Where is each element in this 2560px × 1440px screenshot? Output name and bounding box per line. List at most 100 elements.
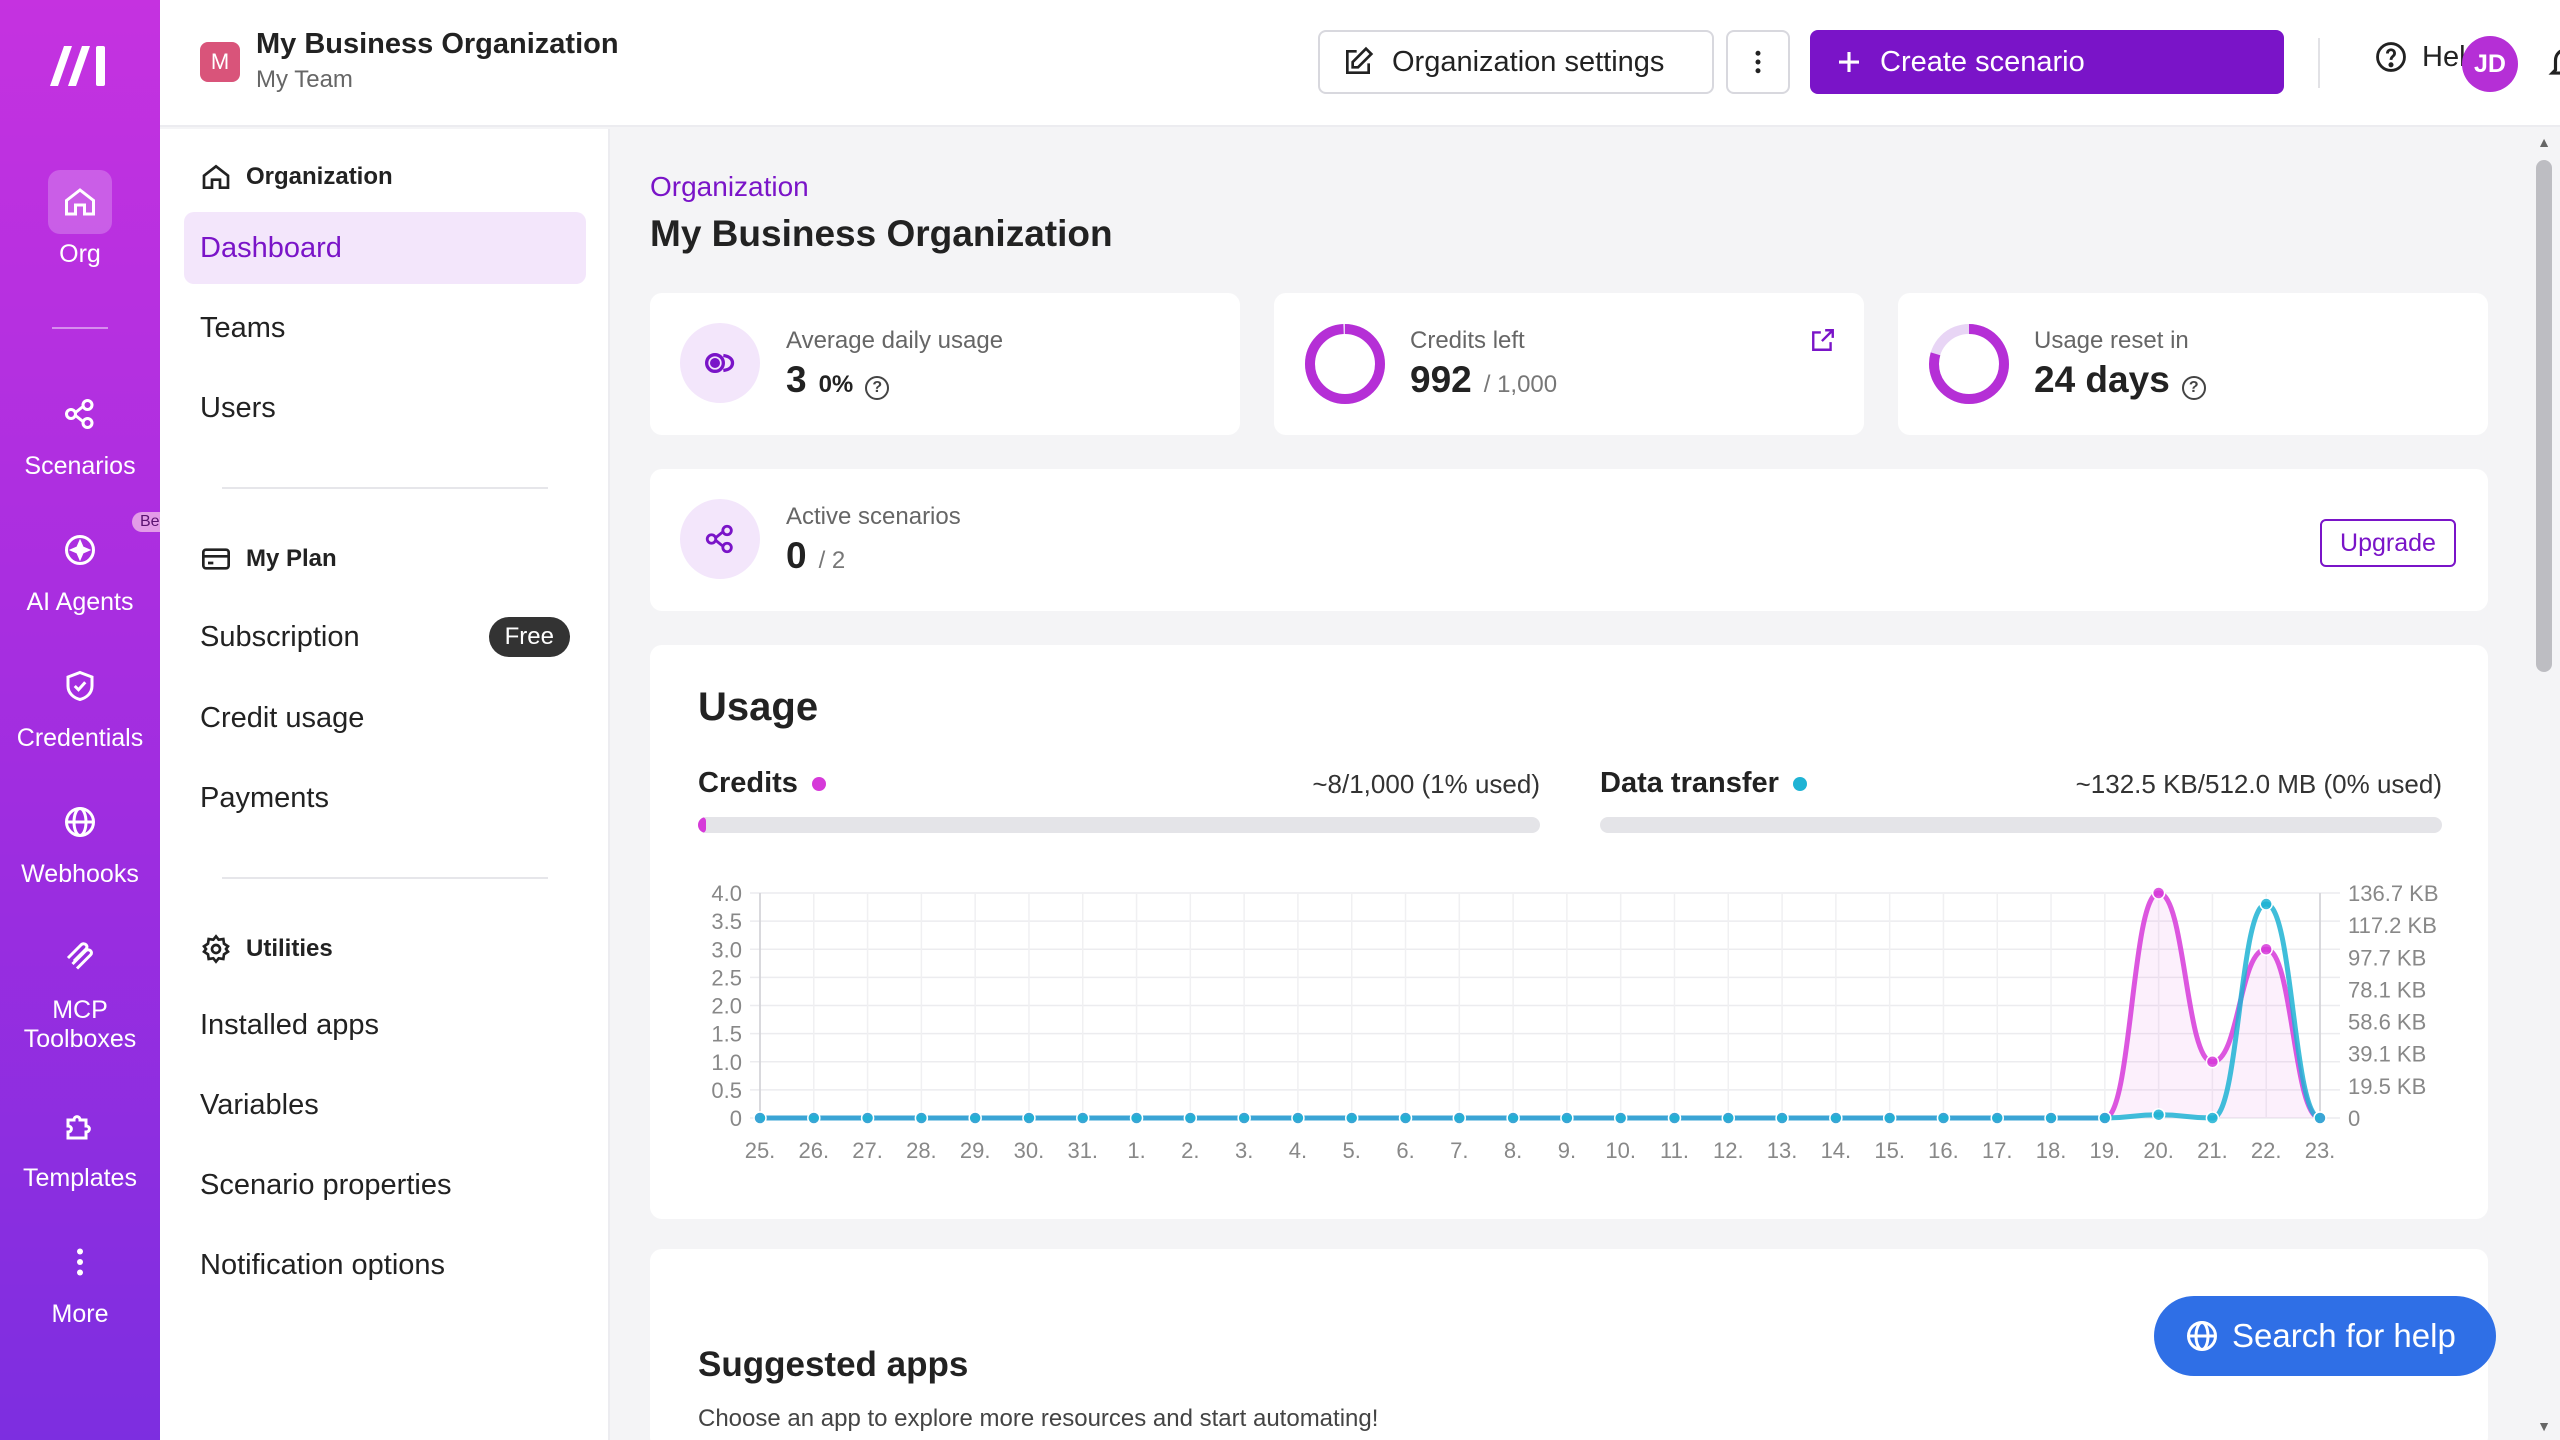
shield-icon	[66, 670, 94, 702]
chart-point-data-transfer	[1936, 1111, 1951, 1125]
user-avatar[interactable]: JD	[2462, 36, 2518, 92]
chart-area-credits	[760, 893, 2320, 1118]
scrollbar-thumb[interactable]	[2536, 160, 2552, 672]
chart-x-tick: 11.	[1660, 1138, 1689, 1163]
home-icon	[202, 164, 230, 189]
chart-x-tick: 3.	[1235, 1138, 1253, 1163]
reset-ring-icon	[1929, 324, 2009, 404]
organization-settings-button[interactable]: Organization settings	[1318, 30, 1714, 94]
upgrade-button[interactable]: Upgrade	[2320, 519, 2456, 567]
average-daily-usage-number: 3	[786, 359, 807, 400]
usage-card: Usage Credits ~8/1,000 (1% used) Data tr…	[650, 645, 2488, 1219]
nav-variables[interactable]: Variables	[200, 1088, 319, 1121]
active-scenarios-total: / 2	[818, 547, 846, 574]
info-icon[interactable]: ?	[865, 376, 890, 400]
chart-x-tick: 30.	[1014, 1138, 1045, 1163]
nav-installed-apps[interactable]: Installed apps	[200, 1008, 379, 1041]
rail-item-org[interactable]: Org	[0, 170, 160, 269]
gear-icon	[202, 934, 230, 964]
chart-point-data-transfer	[1291, 1111, 1305, 1125]
chart-x-tick: 21.	[2197, 1138, 2228, 1163]
scroll-down-arrow[interactable]: ▼	[2537, 1418, 2551, 1434]
nav-payments[interactable]: Payments	[200, 781, 329, 814]
chart-x-tick: 1.	[1127, 1138, 1145, 1163]
chart-x-tick: 7.	[1450, 1138, 1468, 1163]
chart-x-tick: 10.	[1605, 1138, 1636, 1163]
chart-point-credits	[2205, 1055, 2220, 1069]
chart-point-data-transfer	[2098, 1111, 2112, 1125]
external-link-icon[interactable]	[1810, 327, 1836, 353]
rail-label-credentials: Credentials	[16, 724, 144, 752]
nav-subscription[interactable]: Subscription Free	[184, 601, 586, 673]
chart-point-data-transfer	[1398, 1111, 1413, 1125]
chart-point-data-transfer	[1829, 1111, 1843, 1125]
chart-point-credits	[2151, 886, 2166, 900]
breadcrumb[interactable]: Organization	[650, 171, 809, 202]
nav-teams[interactable]: Teams	[200, 311, 286, 344]
rail-item-credentials[interactable]: Credentials	[0, 654, 160, 753]
nav-scenario-properties[interactable]: Scenario properties	[200, 1168, 452, 1201]
bell-icon[interactable]	[2546, 42, 2560, 82]
credits-meter-value: ~8/1,000 (1% used)	[1312, 769, 1540, 799]
share-icon	[705, 524, 733, 554]
chart-y-left-tick: 2.5	[711, 965, 742, 990]
usage-reset-card: Usage reset in 24 days ?	[1898, 293, 2488, 435]
scenarios-icon-wrap	[680, 499, 760, 579]
org-avatar[interactable]: M	[200, 42, 240, 82]
data-transfer-legend-dot	[1792, 776, 1807, 791]
more-options-button[interactable]	[1726, 30, 1790, 94]
nav-credit-usage[interactable]: Credit usage	[200, 701, 365, 734]
nav-notification-options[interactable]: Notification options	[200, 1248, 446, 1281]
chart-point-data-transfer	[2151, 1107, 2166, 1122]
nav-divider	[222, 877, 548, 879]
chart-point-data-transfer	[968, 1111, 982, 1125]
data-transfer-meter-value: ~132.5 KB/512.0 MB (0% used)	[2075, 769, 2442, 799]
chart-y-left-tick: 3.5	[711, 909, 742, 934]
org-name[interactable]: My Business Organization	[256, 28, 619, 60]
average-daily-usage-card: Average daily usage 3 0% ?	[650, 293, 1240, 435]
chart-x-tick: 14.	[1821, 1138, 1852, 1163]
chart-x-tick: 13.	[1767, 1138, 1798, 1163]
chart-point-data-transfer	[860, 1111, 875, 1125]
section-my-plan-title: My Plan	[246, 545, 337, 572]
chart-point-data-transfer	[2313, 1111, 2327, 1125]
section-utilities: Utilities	[200, 933, 333, 965]
team-name[interactable]: My Team	[256, 66, 353, 93]
kebab-icon	[77, 1248, 83, 1276]
rail-label-more: More	[51, 1300, 109, 1328]
chart-point-data-transfer	[1344, 1111, 1359, 1125]
credits-ring-icon	[1305, 324, 1385, 404]
rail-item-webhooks[interactable]: Webhooks	[0, 790, 160, 889]
chart-point-data-transfer	[1990, 1111, 2004, 1125]
data-transfer-meter-bar	[1600, 817, 2442, 833]
search-for-help-button[interactable]: Search for help	[2154, 1296, 2496, 1376]
section-utilities-title: Utilities	[246, 935, 333, 962]
chart-x-tick: 28.	[906, 1138, 937, 1163]
scroll-up-arrow[interactable]: ▲	[2537, 134, 2551, 150]
rail-item-more[interactable]: More	[0, 1230, 160, 1329]
make-logo-icon[interactable]	[46, 40, 114, 90]
usage-icon-wrap	[680, 323, 760, 403]
create-scenario-button[interactable]: Create scenario	[1810, 30, 2284, 94]
nav-dashboard[interactable]: Dashboard	[184, 212, 586, 284]
rail-item-ai-agents[interactable]: Beta AI Agents	[0, 512, 181, 617]
usage-icon	[705, 353, 735, 373]
rail-label-scenarios: Scenarios	[24, 452, 136, 480]
nav-users[interactable]: Users	[200, 391, 276, 424]
credits-left-number: 992	[1410, 359, 1472, 400]
rail-item-scenarios[interactable]: Scenarios	[0, 382, 160, 481]
mcp-icon	[66, 942, 93, 970]
data-transfer-meter-title: Data transfer	[1600, 767, 1779, 799]
kebab-icon	[1755, 50, 1761, 74]
chart-x-tick: 23.	[2305, 1138, 2336, 1163]
average-daily-usage-label: Average daily usage	[786, 327, 1004, 354]
credits-meter-bar	[698, 817, 1540, 833]
rail-item-mcp-toolboxes[interactable]: MCP Toolboxes	[0, 926, 160, 1054]
rail-label-webhooks: Webhooks	[21, 860, 139, 888]
chart-point-data-transfer	[2259, 897, 2273, 911]
chart-y-right-tick: 97.7 KB	[2348, 945, 2426, 970]
data-transfer-meter-label: Data transfer	[1600, 767, 1807, 800]
edit-icon	[1346, 46, 1374, 74]
rail-item-templates[interactable]: Templates	[0, 1094, 160, 1193]
info-icon[interactable]: ?	[2181, 376, 2206, 400]
